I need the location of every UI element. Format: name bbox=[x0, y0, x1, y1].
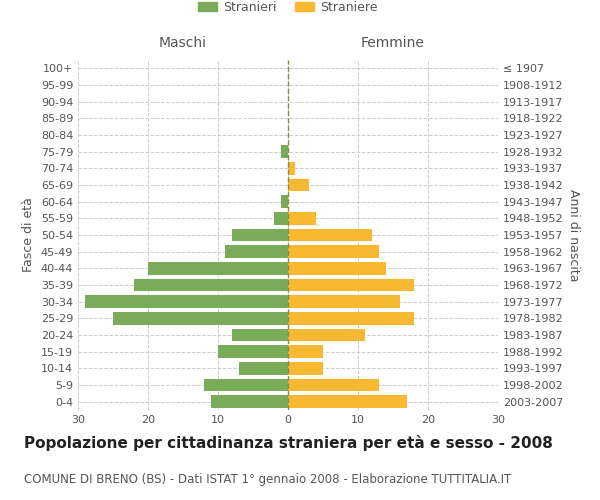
Bar bbox=[288, 346, 323, 358]
Bar bbox=[288, 396, 407, 408]
Text: COMUNE DI BRENO (BS) - Dati ISTAT 1° gennaio 2008 - Elaborazione TUTTITALIA.IT: COMUNE DI BRENO (BS) - Dati ISTAT 1° gen… bbox=[24, 472, 511, 486]
Bar bbox=[281, 146, 288, 158]
Bar bbox=[232, 329, 288, 341]
Bar bbox=[218, 346, 288, 358]
Legend: Stranieri, Straniere: Stranieri, Straniere bbox=[193, 0, 383, 19]
Bar bbox=[288, 279, 414, 291]
Bar bbox=[288, 212, 316, 224]
Bar bbox=[288, 162, 295, 174]
Bar bbox=[288, 179, 309, 191]
Bar bbox=[225, 246, 288, 258]
Bar bbox=[232, 229, 288, 241]
Bar bbox=[274, 212, 288, 224]
Bar bbox=[288, 246, 379, 258]
Bar bbox=[85, 296, 288, 308]
Bar bbox=[288, 296, 400, 308]
Bar bbox=[288, 362, 323, 374]
Y-axis label: Fasce di età: Fasce di età bbox=[22, 198, 35, 272]
Bar bbox=[211, 396, 288, 408]
Bar bbox=[288, 312, 414, 324]
Bar bbox=[148, 262, 288, 274]
Bar bbox=[239, 362, 288, 374]
Bar bbox=[204, 379, 288, 391]
Bar bbox=[288, 379, 379, 391]
Bar bbox=[288, 262, 386, 274]
Y-axis label: Anni di nascita: Anni di nascita bbox=[567, 188, 580, 281]
Bar bbox=[134, 279, 288, 291]
Bar bbox=[281, 196, 288, 208]
Bar bbox=[113, 312, 288, 324]
Bar bbox=[288, 329, 365, 341]
Text: Femmine: Femmine bbox=[361, 36, 425, 50]
Text: Maschi: Maschi bbox=[159, 36, 207, 50]
Text: Popolazione per cittadinanza straniera per età e sesso - 2008: Popolazione per cittadinanza straniera p… bbox=[24, 435, 553, 451]
Bar bbox=[288, 229, 372, 241]
